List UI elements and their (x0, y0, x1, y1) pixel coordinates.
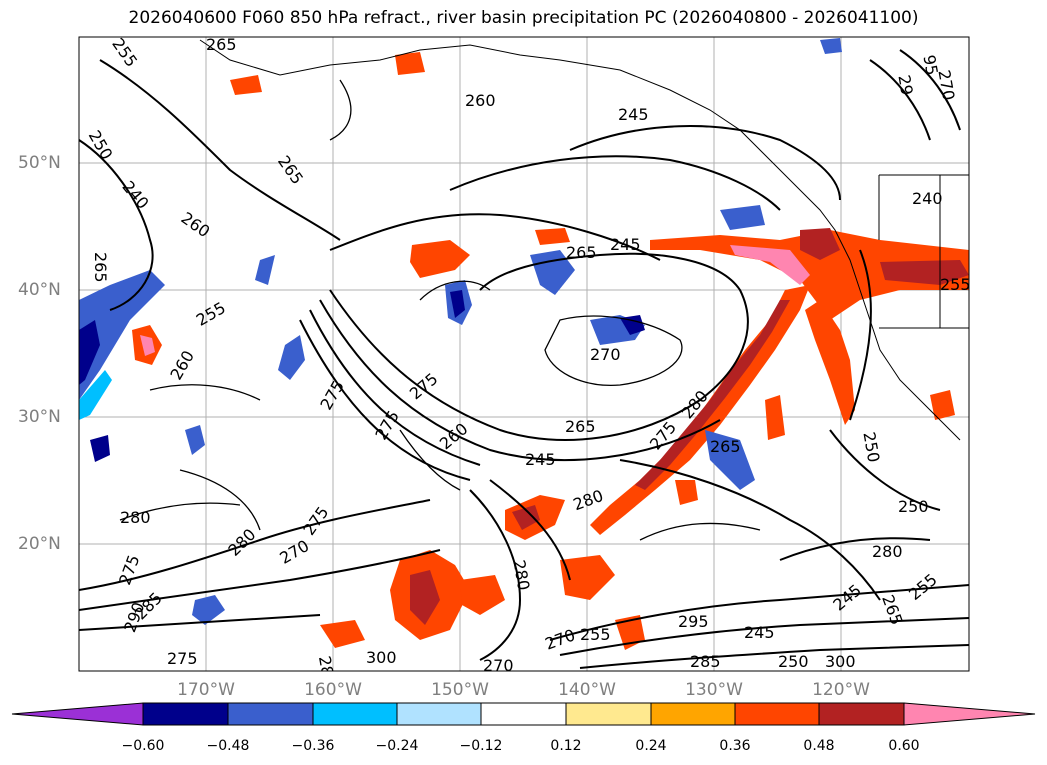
refractivity-contours (79, 49, 969, 669)
lat-label-30n: 30°N (18, 407, 61, 427)
colorbar-bin (480, 702, 567, 726)
colorbar-tick: −0.24 (375, 738, 419, 754)
colorbar-tick: 0.60 (888, 738, 920, 754)
colorbar-bin (227, 702, 314, 726)
lon-label-120w: 120°W (812, 680, 870, 700)
contour-label: 265 (565, 417, 596, 436)
contour-label: 300 (825, 652, 856, 671)
lon-label-170w: 170°W (177, 680, 235, 700)
colorbar-tick: −0.60 (121, 738, 165, 754)
contour-label: 260 (465, 91, 496, 110)
colorbar-bin (565, 702, 652, 726)
lat-label-20n: 20°N (18, 534, 61, 554)
contour-label: 265 (566, 243, 597, 262)
contour-label: 300 (366, 648, 397, 667)
colorbar-bin (142, 702, 229, 726)
contour-label: 265 (206, 35, 237, 54)
refractivity-contours-thin (119, 79, 761, 541)
colorbar-bin (734, 702, 820, 726)
coastlines (199, 39, 969, 441)
contour-label: 255 (940, 275, 971, 294)
colorbar-tick: 0.24 (635, 738, 667, 754)
contour-label: 270 (483, 656, 514, 675)
contour-label: 95 (919, 53, 941, 76)
precip-shading (79, 38, 969, 650)
lat-label-40n: 40°N (18, 280, 61, 300)
contour-label: 250 (898, 497, 929, 516)
colorbar-bin (650, 702, 736, 726)
colorbar-tick: −0.12 (459, 738, 503, 754)
contour-label: 275 (167, 649, 198, 668)
contour-label: 255 (580, 625, 611, 644)
colorbar-tick: −0.36 (291, 738, 335, 754)
contour-label: 295 (678, 612, 709, 631)
contour-label: 250 (778, 652, 809, 671)
lon-label-160w: 160°W (304, 680, 362, 700)
contour-label: 280 (120, 508, 151, 527)
colorbar (11, 702, 1036, 726)
lon-label-140w: 140°W (558, 680, 616, 700)
contour-label: 285 (690, 652, 721, 671)
contour-label: 245 (610, 235, 641, 254)
contour-label: 280 (872, 542, 903, 561)
contour-label: 240 (912, 189, 943, 208)
colorbar-bin (396, 702, 482, 726)
colorbar-extend-high (903, 702, 1036, 726)
colorbar-extend-low (11, 702, 144, 726)
colorbar-bin (818, 702, 905, 726)
colorbar-bin (312, 702, 398, 726)
colorbar-tick: 0.48 (803, 738, 835, 754)
contour-label: 265 (710, 437, 741, 456)
contour-label: 245 (525, 450, 556, 469)
contour-label: 285 (315, 654, 339, 687)
colorbar-tick: 0.12 (550, 738, 582, 754)
contour-label: 265 (91, 252, 110, 283)
colorbar-tick: −0.48 (206, 738, 250, 754)
lon-label-150w: 150°W (431, 680, 489, 700)
contour-label: 29 (894, 73, 916, 96)
contour-label: 270 (590, 345, 621, 364)
lon-label-130w: 130°W (685, 680, 743, 700)
colorbar-tick: 0.36 (719, 738, 751, 754)
chart-title: 2026040600 F060 850 hPa refract., river … (128, 8, 919, 28)
contour-label: 245 (744, 623, 775, 642)
contour-label: 245 (618, 105, 649, 124)
lat-label-50n: 50°N (18, 153, 61, 173)
